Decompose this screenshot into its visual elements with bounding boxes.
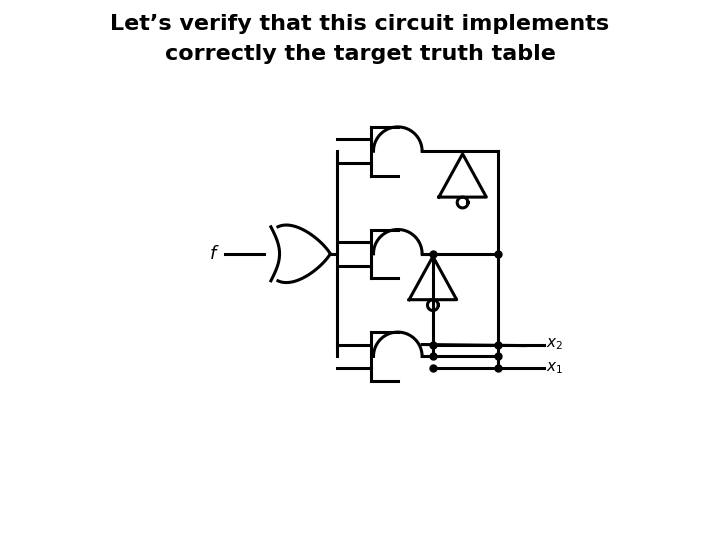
Text: Let’s verify that this circuit implements: Let’s verify that this circuit implement…	[110, 14, 610, 35]
Text: $f$: $f$	[209, 245, 220, 263]
Text: $x_1$: $x_1$	[546, 360, 564, 376]
Text: $x_2$: $x_2$	[546, 336, 563, 353]
Text: correctly the target truth table: correctly the target truth table	[165, 44, 555, 64]
